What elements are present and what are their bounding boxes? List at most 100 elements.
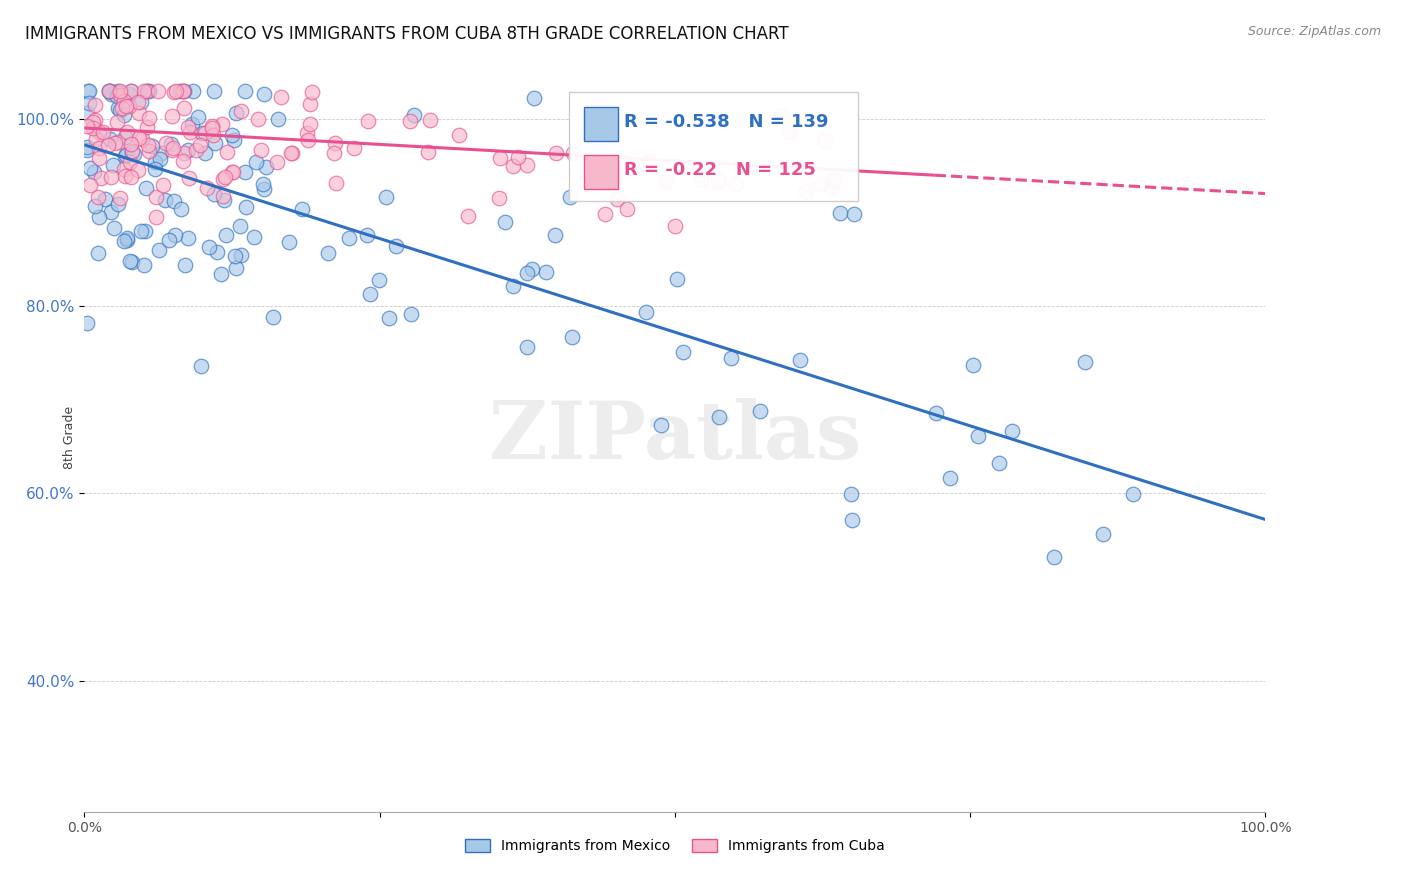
Point bbox=[114, 129, 136, 144]
Point bbox=[939, 471, 962, 485]
Point bbox=[820, 179, 842, 194]
Point bbox=[87, 141, 110, 155]
Point bbox=[299, 97, 322, 112]
Point bbox=[169, 83, 191, 97]
Y-axis label: 8th Grade: 8th Grade bbox=[63, 406, 76, 468]
Text: IMMIGRANTS FROM MEXICO VS IMMIGRANTS FROM CUBA 8TH GRADE CORRELATION CHART: IMMIGRANTS FROM MEXICO VS IMMIGRANTS FRO… bbox=[25, 25, 789, 43]
Point bbox=[90, 170, 112, 185]
Point bbox=[138, 144, 160, 158]
Point bbox=[323, 145, 346, 160]
Point bbox=[163, 194, 186, 208]
Point bbox=[488, 190, 510, 204]
Text: R = -0.538   N = 139: R = -0.538 N = 139 bbox=[624, 112, 828, 130]
Point bbox=[616, 202, 638, 216]
Point bbox=[399, 307, 422, 321]
Point bbox=[121, 144, 143, 158]
Point bbox=[841, 513, 863, 527]
Point bbox=[221, 165, 243, 179]
Point bbox=[187, 110, 209, 124]
Point bbox=[842, 207, 865, 221]
Point bbox=[534, 265, 557, 279]
Point bbox=[112, 234, 135, 248]
Point bbox=[543, 227, 565, 242]
Point bbox=[177, 143, 200, 157]
Point bbox=[725, 178, 748, 192]
Point bbox=[114, 148, 136, 162]
Point bbox=[107, 101, 129, 115]
Point bbox=[377, 310, 399, 325]
Point bbox=[141, 139, 163, 153]
Point bbox=[89, 210, 111, 224]
Point bbox=[77, 83, 100, 97]
Point bbox=[245, 155, 267, 169]
Point bbox=[709, 410, 731, 425]
Point bbox=[221, 128, 243, 142]
Point bbox=[544, 145, 567, 160]
Point bbox=[814, 134, 837, 148]
Point bbox=[225, 260, 247, 275]
Point bbox=[118, 254, 141, 268]
Point bbox=[138, 83, 160, 97]
Point bbox=[76, 83, 98, 97]
Point bbox=[520, 262, 543, 277]
Point bbox=[368, 273, 391, 287]
Point bbox=[605, 170, 627, 185]
Point bbox=[83, 112, 105, 127]
Point bbox=[808, 177, 831, 191]
Text: ZIPatlas: ZIPatlas bbox=[489, 398, 860, 476]
Point bbox=[98, 83, 121, 97]
Point bbox=[184, 143, 207, 157]
Point bbox=[749, 404, 772, 418]
Point bbox=[295, 126, 318, 140]
Point bbox=[108, 103, 131, 117]
Point bbox=[254, 160, 277, 174]
Point bbox=[76, 106, 98, 120]
Point bbox=[558, 190, 581, 204]
Point bbox=[108, 83, 131, 97]
Point bbox=[297, 133, 319, 147]
Point bbox=[83, 164, 105, 178]
Point bbox=[152, 178, 174, 192]
Point bbox=[637, 154, 659, 169]
Point bbox=[77, 95, 100, 110]
Point bbox=[115, 231, 138, 245]
Point bbox=[634, 304, 657, 318]
Point bbox=[98, 83, 121, 97]
Point bbox=[225, 106, 247, 120]
Point bbox=[160, 137, 183, 152]
Point bbox=[191, 126, 214, 140]
Legend: Immigrants from Mexico, Immigrants from Cuba: Immigrants from Mexico, Immigrants from … bbox=[460, 834, 890, 859]
Point bbox=[98, 83, 121, 97]
Point bbox=[650, 417, 672, 432]
Point bbox=[606, 192, 628, 206]
Point bbox=[87, 246, 110, 260]
Point bbox=[188, 137, 211, 152]
Point bbox=[523, 91, 546, 105]
Point bbox=[136, 83, 159, 97]
Point bbox=[98, 83, 121, 97]
FancyBboxPatch shape bbox=[568, 93, 858, 201]
Point bbox=[778, 124, 800, 138]
Point bbox=[690, 172, 713, 186]
Point bbox=[224, 133, 246, 147]
Point bbox=[79, 161, 101, 175]
Point bbox=[224, 249, 246, 263]
Point bbox=[135, 181, 157, 195]
Point bbox=[118, 99, 141, 113]
Point bbox=[172, 83, 194, 97]
Point bbox=[138, 112, 160, 126]
Point bbox=[101, 158, 124, 172]
Point bbox=[502, 159, 524, 173]
Point bbox=[94, 192, 117, 206]
Point bbox=[193, 146, 215, 161]
Point bbox=[145, 154, 167, 169]
Point bbox=[112, 162, 135, 177]
Point bbox=[280, 146, 302, 161]
Text: R = -0.22   N = 125: R = -0.22 N = 125 bbox=[624, 161, 815, 179]
Point bbox=[267, 112, 290, 127]
Point bbox=[325, 136, 347, 151]
Point bbox=[214, 227, 236, 242]
Point bbox=[160, 109, 183, 123]
Point bbox=[211, 117, 233, 131]
Point bbox=[489, 151, 512, 165]
